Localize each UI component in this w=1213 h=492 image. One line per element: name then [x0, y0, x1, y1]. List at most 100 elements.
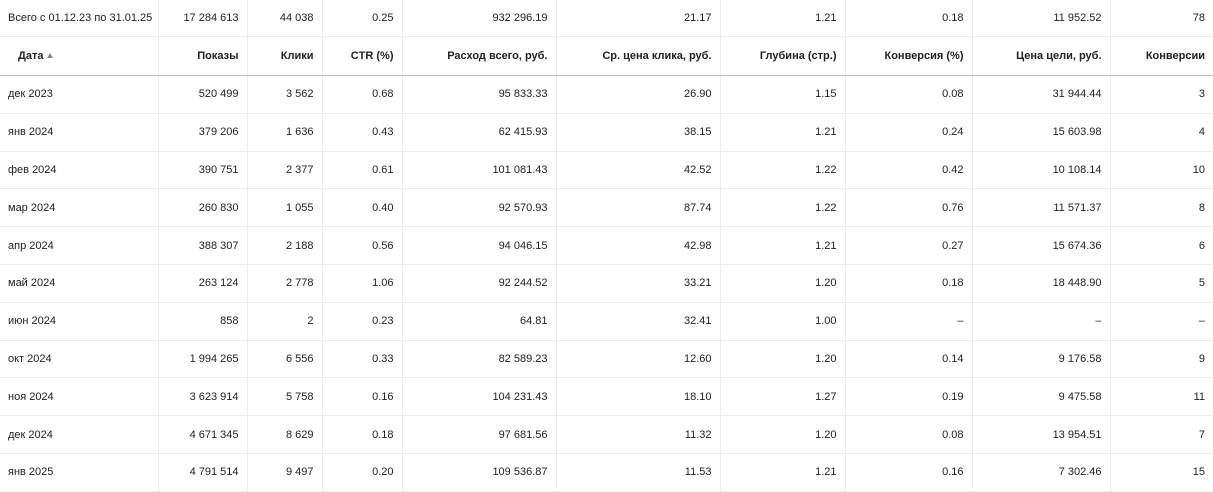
metric-cell: 15 674.36 — [972, 226, 1111, 265]
totals-cell: 21.17 — [556, 0, 721, 37]
column-header[interactable]: Клики — [247, 36, 323, 76]
metric-cell: – — [845, 302, 973, 341]
metric-cell: 0.16 — [322, 377, 403, 417]
column-header[interactable]: Показы — [158, 36, 248, 76]
metric-cell: 95 833.33 — [402, 75, 557, 114]
totals-cell: Всего с 01.12.23 по 31.01.25 — [0, 0, 159, 37]
totals-cell: 0.18 — [845, 0, 973, 37]
metric-cell: 0.61 — [322, 151, 403, 190]
column-header[interactable]: Глубина (стр.) — [720, 36, 846, 76]
metric-cell: 31 944.44 — [972, 75, 1111, 114]
metric-cell: 1.20 — [720, 264, 846, 303]
column-header[interactable]: Дата — [0, 36, 159, 76]
metric-cell: 101 081.43 — [402, 151, 557, 190]
metric-cell: 520 499 — [158, 75, 248, 114]
date-cell: окт 2024 — [0, 340, 159, 379]
metric-cell: 2 377 — [247, 151, 323, 190]
metric-cell: 92 244.52 — [402, 264, 557, 303]
metric-cell: 0.14 — [845, 340, 973, 379]
metric-cell: 2 188 — [247, 226, 323, 265]
sort-indicator — [47, 53, 54, 58]
metric-cell: 6 — [1110, 226, 1213, 265]
date-cell: дек 2023 — [0, 75, 159, 114]
metric-cell: 104 231.43 — [402, 377, 557, 417]
metric-cell: 9 497 — [247, 453, 323, 492]
metric-cell: 1.20 — [720, 415, 846, 454]
metric-cell: 0.42 — [845, 151, 973, 190]
metric-cell: 390 751 — [158, 151, 248, 190]
metric-cell: 26.90 — [556, 75, 721, 114]
metric-cell: 1 636 — [247, 113, 323, 152]
metric-cell: 1.06 — [322, 264, 403, 303]
metric-cell: 10 — [1110, 151, 1213, 190]
metric-cell: 8 — [1110, 188, 1213, 228]
metric-cell: 858 — [158, 302, 248, 341]
totals-row: Всего с 01.12.23 по 31.01.25 17 284 613 44… — [0, 0, 1213, 37]
column-header[interactable]: Конверсии — [1110, 36, 1213, 76]
totals-cell: 0.25 — [322, 0, 403, 37]
header-label: Ср. цена клика, руб. — [602, 50, 712, 62]
header-label: Клики — [280, 50, 314, 62]
metric-cell: 0.27 — [845, 226, 973, 265]
header-label: CTR (%) — [350, 50, 394, 62]
metric-cell: 0.08 — [845, 75, 973, 114]
metric-cell: 0.33 — [322, 340, 403, 379]
metric-cell: 5 — [1110, 264, 1213, 303]
column-header[interactable]: CTR (%) — [322, 36, 403, 76]
data-row: апр 2024 388 307 2 188 0.56 94 046.15 42.98 1.… — [0, 226, 1213, 265]
totals-cell: 78 — [1110, 0, 1213, 37]
date-cell: дек 2024 — [0, 415, 159, 454]
column-header[interactable]: Расход всего, руб. — [402, 36, 557, 76]
date-cell: фев 2024 — [0, 151, 159, 190]
metric-cell: 32.41 — [556, 302, 721, 341]
data-row: дек 2023 520 499 3 562 0.68 95 833.33 26.90 1.… — [0, 75, 1213, 114]
metric-cell: 87.74 — [556, 188, 721, 228]
metric-cell: 42.98 — [556, 226, 721, 265]
metric-cell: 1 055 — [247, 188, 323, 228]
date-cell: ноя 2024 — [0, 377, 159, 417]
metric-cell: 1 994 265 — [158, 340, 248, 379]
metric-cell: 11.32 — [556, 415, 721, 454]
metric-cell: 4 791 514 — [158, 453, 248, 492]
totals-cell: 17 284 613 — [158, 0, 248, 37]
metric-cell: 0.23 — [322, 302, 403, 341]
metric-cell: 15 603.98 — [972, 113, 1111, 152]
totals-cell: 44 038 — [247, 0, 323, 37]
metric-cell: 2 778 — [247, 264, 323, 303]
column-header[interactable]: Конверсия (%) — [845, 36, 973, 76]
metric-cell: 7 — [1110, 415, 1213, 454]
metric-cell: 260 830 — [158, 188, 248, 228]
metric-cell: 0.18 — [845, 264, 973, 303]
metric-cell: 0.08 — [845, 415, 973, 454]
metric-cell: 1.21 — [720, 453, 846, 492]
metric-cell: 0.56 — [322, 226, 403, 265]
metric-cell: – — [1110, 302, 1213, 341]
metric-cell: 11.53 — [556, 453, 721, 492]
metric-cell: 18 448.90 — [972, 264, 1111, 303]
metric-cell: 0.19 — [845, 377, 973, 417]
metric-cell: 62 415.93 — [402, 113, 557, 152]
metric-cell: 4 — [1110, 113, 1213, 152]
date-cell: июн 2024 — [0, 302, 159, 341]
metric-cell: 2 — [247, 302, 323, 341]
data-row: фев 2024 390 751 2 377 0.61 101 081.43 42.52 1… — [0, 151, 1213, 190]
metric-cell: 15 — [1110, 453, 1213, 492]
metric-cell: 0.16 — [845, 453, 973, 492]
header-label: Конверсия (%) — [884, 50, 964, 62]
column-header[interactable]: Цена цели, руб. — [972, 36, 1111, 76]
column-header[interactable]: Ср. цена клика, руб. — [556, 36, 721, 76]
data-row: май 2024 263 124 2 778 1.06 92 244.52 33.21 1.… — [0, 264, 1213, 303]
metric-cell: 97 681.56 — [402, 415, 557, 454]
metric-cell: 18.10 — [556, 377, 721, 417]
metric-cell: 33.21 — [556, 264, 721, 303]
metric-cell: 10 108.14 — [972, 151, 1111, 190]
metric-cell: 0.40 — [322, 188, 403, 228]
metric-cell: 5 758 — [247, 377, 323, 417]
date-cell: апр 2024 — [0, 226, 159, 265]
data-row: янв 2025 4 791 514 9 497 0.20 109 536.87 11.5… — [0, 453, 1213, 492]
metric-cell: 94 046.15 — [402, 226, 557, 265]
totals-cell: 932 296.19 — [402, 0, 557, 37]
